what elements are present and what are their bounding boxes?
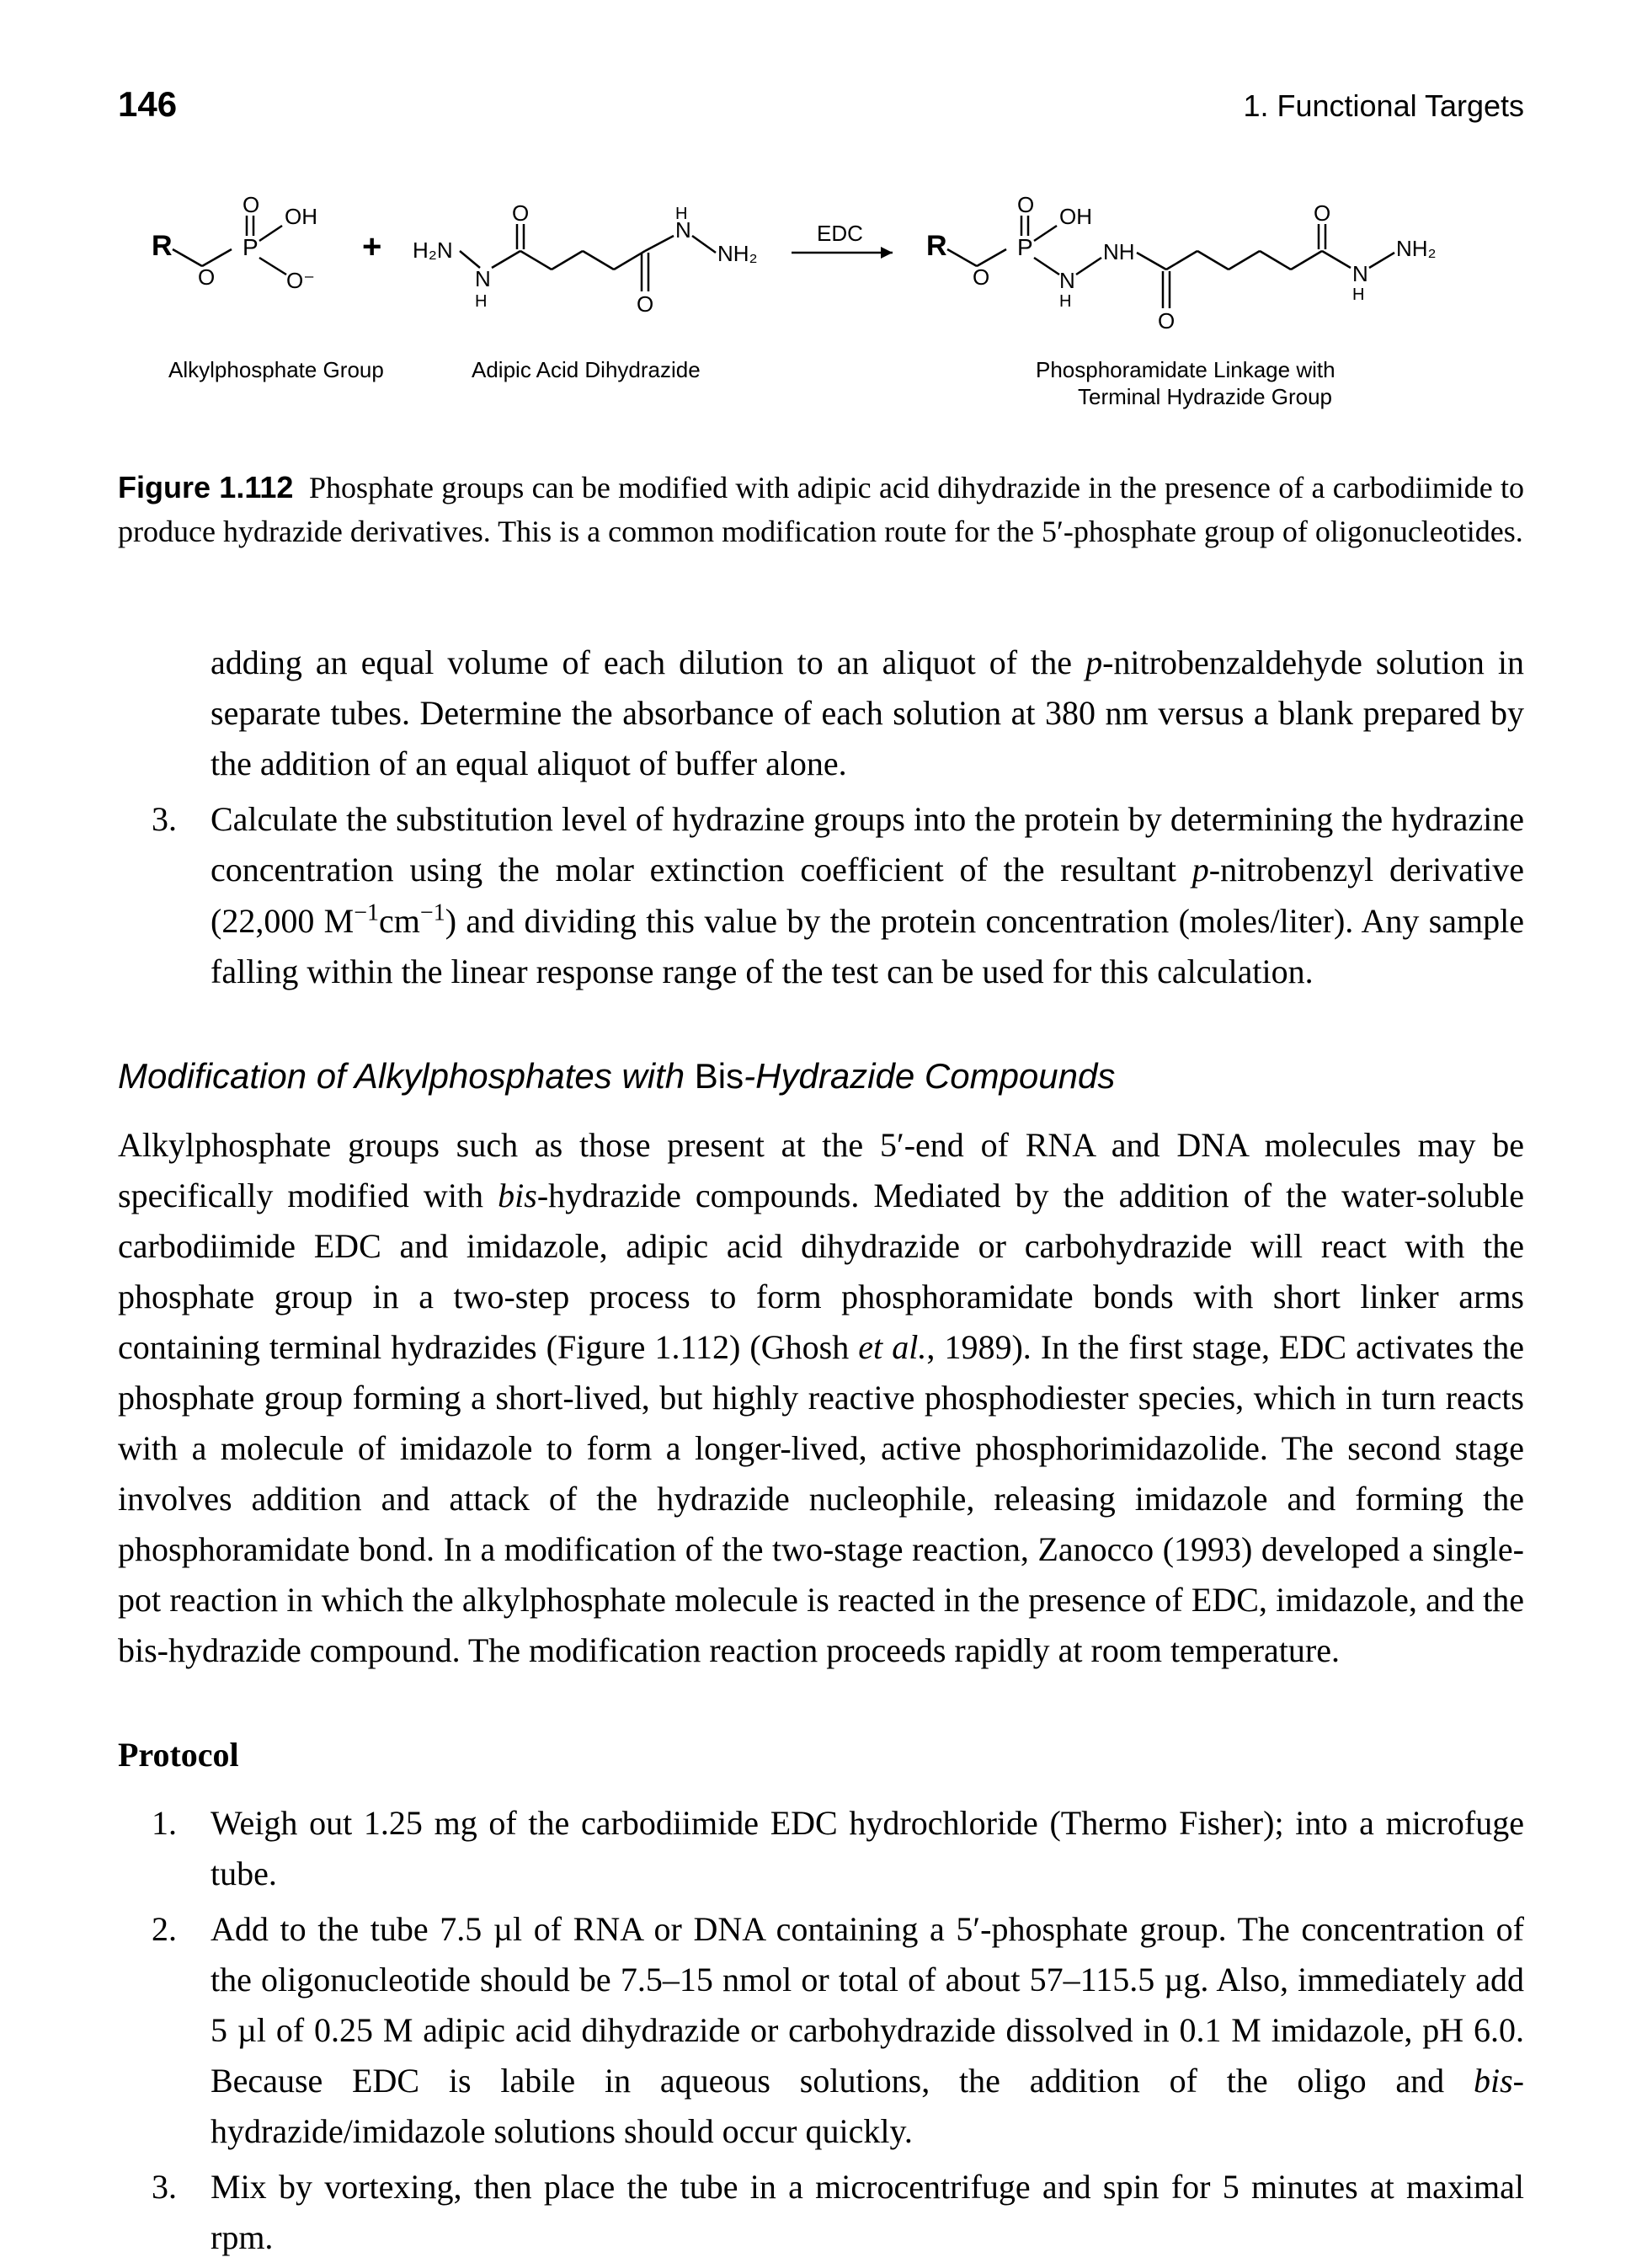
- spacer: [118, 587, 1524, 638]
- svg-text:O: O: [243, 192, 259, 217]
- svg-text:O: O: [198, 264, 215, 290]
- protocol-item-3: 3. Mix by vortexing, then place the tube…: [211, 2162, 1524, 2263]
- svg-text:P: P: [243, 234, 259, 260]
- svg-text:OH: OH: [1059, 204, 1092, 229]
- list-item-3-text: Calculate the substitution level of hydr…: [211, 800, 1524, 990]
- svg-text:O: O: [1017, 192, 1034, 217]
- R-label: R: [152, 230, 173, 262]
- figure-caption-text: Phosphate groups can be modified with ad…: [118, 471, 1524, 548]
- svg-text:P: P: [1017, 234, 1033, 260]
- svg-text:H: H: [675, 205, 687, 223]
- svg-text:O: O: [1158, 308, 1175, 334]
- reaction-arrow: EDC: [792, 221, 893, 259]
- svg-text:O: O: [1314, 200, 1330, 226]
- list-item-3: 3. Calculate the substitution level of h…: [211, 794, 1524, 996]
- svg-text:OH: OH: [285, 204, 317, 229]
- svg-text:O: O: [512, 200, 529, 226]
- protocol-item-1: 1. Weigh out 1.25 mg of the carbodiimide…: [211, 1798, 1524, 1899]
- reactant-dihydrazide: H₂N N H O O: [413, 200, 758, 317]
- svg-text:R: R: [926, 230, 947, 262]
- chapter-label: 1. Functional Targets: [1243, 88, 1524, 124]
- protocol-text-1: Weigh out 1.25 mg of the carbodiimide ED…: [211, 1804, 1524, 1892]
- protocol-number-2: 2.: [152, 1904, 177, 1955]
- section-heading-mid: Bis: [695, 1056, 744, 1096]
- svg-text:H: H: [1352, 286, 1364, 304]
- protocol-text-3: Mix by vortexing, then place the tube in…: [211, 2168, 1524, 2256]
- page-header: 146 1. Functional Targets: [118, 84, 1524, 125]
- reactant2-label: Adipic Acid Dihydrazide: [472, 357, 701, 382]
- reactant1-label: Alkylphosphate Group: [168, 357, 384, 382]
- protocol-text-2: Add to the tube 7.5 µl of RNA or DNA con…: [211, 1910, 1524, 2150]
- list-continuation: adding an equal volume of each dilution …: [211, 638, 1524, 789]
- svg-text:N: N: [1059, 268, 1075, 293]
- svg-text:O⁻: O⁻: [286, 268, 315, 293]
- protocol-list: 1. Weigh out 1.25 mg of the carbodiimide…: [118, 1798, 1524, 2263]
- page: 146 1. Functional Targets R O P O: [0, 0, 1642, 2268]
- reactant-alkylphosphate: R O P O OH O⁻: [152, 192, 317, 293]
- section-heading-prefix: Modification of Alkylphosphates with: [118, 1056, 695, 1096]
- protocol-number-3: 3.: [152, 2162, 177, 2212]
- svg-text:NH₂: NH₂: [1396, 236, 1437, 261]
- svg-text:H₂N: H₂N: [413, 237, 453, 263]
- protocol-heading: Protocol: [118, 1735, 1524, 1774]
- continuation-block: adding an equal volume of each dilution …: [118, 638, 1524, 996]
- svg-text:NH₂: NH₂: [717, 241, 758, 266]
- section-heading: Modification of Alkylphosphates with Bis…: [118, 1056, 1524, 1097]
- reaction-scheme-svg: R O P O OH O⁻: [118, 175, 1524, 445]
- section-heading-suffix: -Hydrazide Compounds: [744, 1056, 1115, 1096]
- protocol-number-1: 1.: [152, 1798, 177, 1849]
- page-number: 146: [118, 84, 177, 125]
- svg-text:N: N: [475, 266, 491, 291]
- svg-text:H: H: [1059, 292, 1071, 311]
- continuation-text: adding an equal volume of each dilution …: [211, 643, 1524, 782]
- protocol-item-2: 2. Add to the tube 7.5 µl of RNA or DNA …: [211, 1904, 1524, 2157]
- product-label-1: Phosphoramidate Linkage with: [1036, 357, 1335, 382]
- svg-text:O: O: [973, 264, 989, 290]
- svg-text:NH: NH: [1103, 239, 1135, 264]
- plus-sign: +: [362, 228, 381, 265]
- svg-text:O: O: [637, 291, 653, 317]
- svg-text:H: H: [475, 292, 487, 311]
- product-phosphoramidate: R O P O OH N H NH: [926, 192, 1437, 334]
- main-paragraph: Alkylphosphate groups such as those pres…: [118, 1120, 1524, 1676]
- edc-label: EDC: [817, 221, 863, 246]
- product-label-2: Terminal Hydrazide Group: [1078, 384, 1332, 409]
- figure-caption: Figure 1.112 Phosphate groups can be mod…: [118, 466, 1524, 553]
- figure-1-112: R O P O OH O⁻: [118, 175, 1524, 553]
- list-number-3: 3.: [152, 794, 177, 845]
- figure-caption-label: Figure 1.112: [118, 470, 293, 504]
- svg-text:N: N: [1352, 261, 1368, 286]
